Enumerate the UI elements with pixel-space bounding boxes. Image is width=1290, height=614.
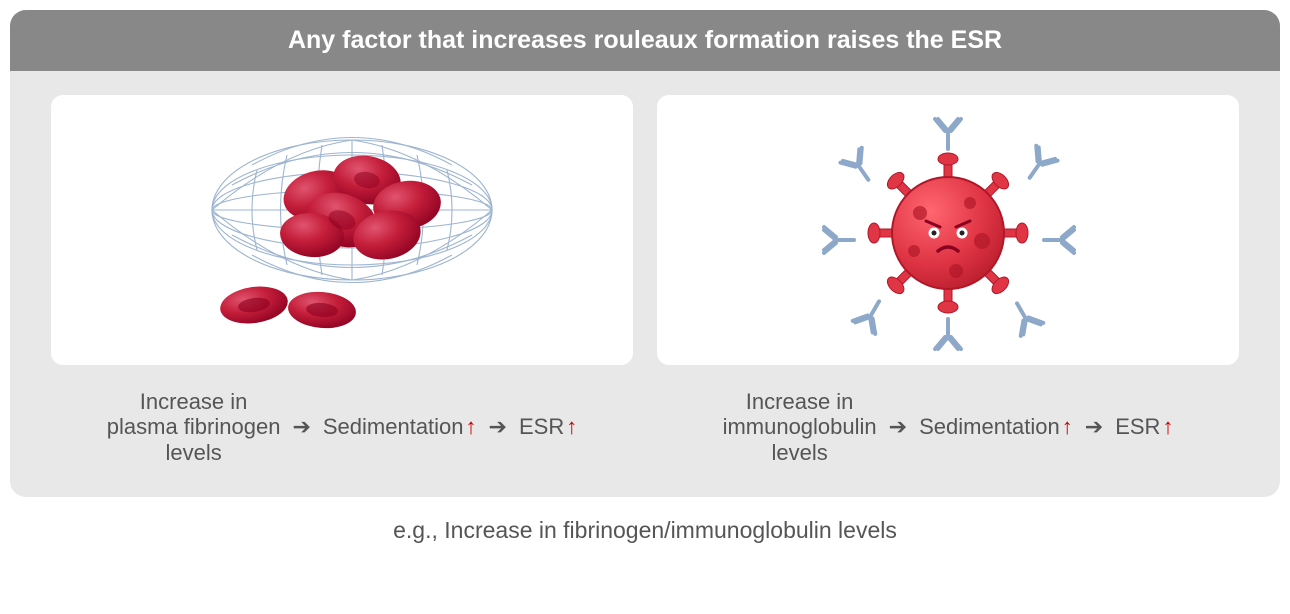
text-line: Increase in — [107, 389, 281, 414]
flow-left-end: ESR↑ — [519, 414, 577, 440]
flow-right-cause: Increase in immunoglobulin levels — [723, 389, 877, 465]
flow-row: Increase in plasma fibrinogen levels ➔ S… — [10, 373, 1280, 497]
arrow-right-icon: ➔ — [292, 414, 310, 440]
footnote-text: e.g., Increase in fibrinogen/immunoglobu… — [393, 517, 897, 543]
title-bar: Any factor that increases rouleaux forma… — [10, 10, 1280, 71]
flow-right: Increase in immunoglobulin levels ➔ Sedi… — [657, 389, 1239, 465]
infographic-container: Any factor that increases rouleaux forma… — [10, 10, 1280, 497]
text-line: levels — [723, 440, 877, 465]
pathogen-antibody-illustration — [788, 105, 1108, 355]
flow-right-mid: Sedimentation↑ — [919, 414, 1073, 440]
flow-left: Increase in plasma fibrinogen levels ➔ S… — [51, 389, 633, 465]
rbc-mesh-illustration — [162, 110, 522, 350]
up-arrow-icon: ↑ — [1162, 414, 1173, 439]
text-line: plasma fibrinogen — [107, 414, 281, 439]
panel-fibrinogen — [51, 95, 633, 365]
up-arrow-icon: ↑ — [466, 414, 477, 439]
text-line: levels — [107, 440, 281, 465]
title-text: Any factor that increases rouleaux forma… — [288, 26, 1002, 54]
arrow-right-icon: ➔ — [489, 414, 507, 440]
flow-right-end: ESR↑ — [1115, 414, 1173, 440]
text-sedimentation: Sedimentation — [919, 414, 1060, 439]
illustration-row — [10, 71, 1280, 373]
arrow-right-icon: ➔ — [1085, 414, 1103, 440]
flow-left-mid: Sedimentation↑ — [323, 414, 477, 440]
up-arrow-icon: ↑ — [1062, 414, 1073, 439]
footnote: e.g., Increase in fibrinogen/immunoglobu… — [10, 497, 1280, 552]
flow-left-cause: Increase in plasma fibrinogen levels — [107, 389, 281, 465]
up-arrow-icon: ↑ — [566, 414, 577, 439]
panel-immunoglobulin — [657, 95, 1239, 365]
text-esr: ESR — [519, 414, 564, 439]
text-esr: ESR — [1115, 414, 1160, 439]
arrow-right-icon: ➔ — [889, 414, 907, 440]
text-sedimentation: Sedimentation — [323, 414, 464, 439]
text-line: immunoglobulin — [723, 414, 877, 439]
text-line: Increase in — [723, 389, 877, 414]
